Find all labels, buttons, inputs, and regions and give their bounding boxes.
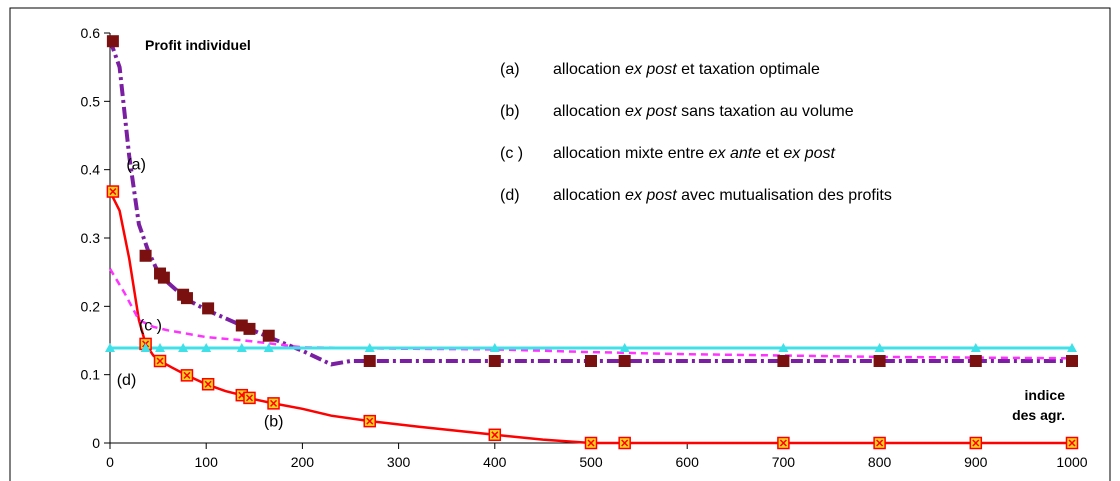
- x-tick-label: 800: [868, 454, 892, 470]
- data-point-b: [777, 436, 790, 450]
- chart-frame: [9, 7, 1111, 481]
- data-point-b: [363, 414, 376, 428]
- data-point-b: [106, 185, 120, 198]
- x-tick-label: 200: [291, 454, 315, 470]
- annotations: (a) (c ) (d) (b): [117, 157, 284, 431]
- data-point-a: [180, 292, 193, 305]
- data-point-b: [267, 397, 280, 410]
- legend-tag: (a): [500, 61, 520, 78]
- data-point-d: [236, 343, 247, 353]
- markers-layer: [105, 35, 1079, 450]
- y-tick-label: 0.4: [81, 162, 101, 178]
- data-point-a: [262, 329, 275, 342]
- data-point-a: [157, 271, 170, 284]
- data-point-a: [585, 355, 597, 367]
- data-point-d: [263, 343, 274, 353]
- data-point-d: [155, 343, 166, 353]
- axes: 0 0.1 0.2 0.3 0.4 0.5 0.6 0 100 200 300 400 500 600 70…: [81, 25, 1088, 470]
- x-axis-label-line: des agr.: [1012, 407, 1065, 423]
- data-point-d: [105, 343, 115, 353]
- data-point-b: [201, 377, 215, 391]
- legend-tag: (c ): [500, 145, 523, 162]
- data-point-b: [584, 436, 598, 450]
- data-point-d: [619, 343, 630, 353]
- data-point-b: [243, 391, 256, 405]
- data-point-d: [874, 343, 885, 353]
- x-tick-label: 1000: [1056, 454, 1087, 470]
- data-point-a: [777, 355, 790, 367]
- legend: (a) allocation ex post et taxation optima…: [500, 61, 892, 204]
- x-tick-label: 500: [579, 454, 603, 470]
- y-tick-label: 0: [92, 435, 100, 451]
- x-axis-label-line: indice: [1025, 387, 1066, 403]
- data-point-a: [139, 249, 152, 262]
- data-point-a: [873, 355, 886, 367]
- x-tick-label: 600: [676, 454, 700, 470]
- data-point-a: [363, 355, 376, 367]
- x-tick-label: 400: [483, 454, 507, 470]
- series-annotation: (b): [264, 414, 284, 431]
- data-point-d: [201, 343, 212, 353]
- y-tick-label: 0.3: [81, 230, 101, 246]
- data-point-b: [153, 354, 167, 368]
- x-tick-label: 100: [195, 454, 219, 470]
- data-point-b: [618, 436, 631, 450]
- data-point-a: [202, 302, 215, 315]
- y-tick-label: 0.6: [81, 25, 101, 41]
- legend-entry-0: allocation ex post et taxation optimale: [553, 61, 820, 78]
- x-tick-label: 900: [964, 454, 988, 470]
- data-point-a: [1066, 355, 1078, 367]
- x-tick-label: 700: [772, 454, 796, 470]
- data-point-d: [1067, 343, 1077, 353]
- data-point-d: [970, 343, 981, 353]
- legend-entry-3: allocation ex post avec mutualisation de…: [553, 187, 892, 204]
- data-point-b: [1065, 436, 1079, 450]
- data-point-d: [489, 343, 500, 353]
- data-point-b: [969, 436, 983, 450]
- x-tick-label: 0: [106, 454, 114, 470]
- series-annotation: (c ): [139, 317, 162, 334]
- legend-tag: (d): [500, 187, 520, 204]
- data-point-a: [618, 355, 631, 367]
- data-point-d: [778, 343, 789, 353]
- y-tick-label: 0.2: [81, 298, 101, 314]
- legend-entry-2: allocation mixte entre ex ante et ex pos…: [553, 145, 836, 162]
- data-point-d: [178, 343, 189, 353]
- chart-title: Profit individuel: [145, 37, 251, 53]
- series-annotation: (d): [117, 372, 137, 389]
- y-tick-label: 0.1: [81, 367, 101, 383]
- series-annotation: (a): [126, 157, 146, 174]
- x-axis-label: indice des agr.: [1012, 387, 1065, 423]
- data-point-a: [243, 322, 256, 335]
- y-tick-label: 0.5: [81, 93, 101, 109]
- x-tick-label: 300: [387, 454, 411, 470]
- data-point-b: [488, 428, 502, 442]
- data-point-b: [180, 369, 194, 382]
- legend-entry-1: allocation ex post sans taxation au volu…: [553, 103, 854, 120]
- data-point-a: [106, 35, 119, 48]
- data-point-d: [364, 343, 375, 353]
- data-point-b: [873, 436, 886, 450]
- legend-tag: (b): [500, 103, 520, 120]
- data-point-a: [488, 355, 501, 367]
- data-point-d: [140, 343, 151, 353]
- data-point-a: [969, 355, 982, 367]
- series-line-3: [108, 268, 1073, 360]
